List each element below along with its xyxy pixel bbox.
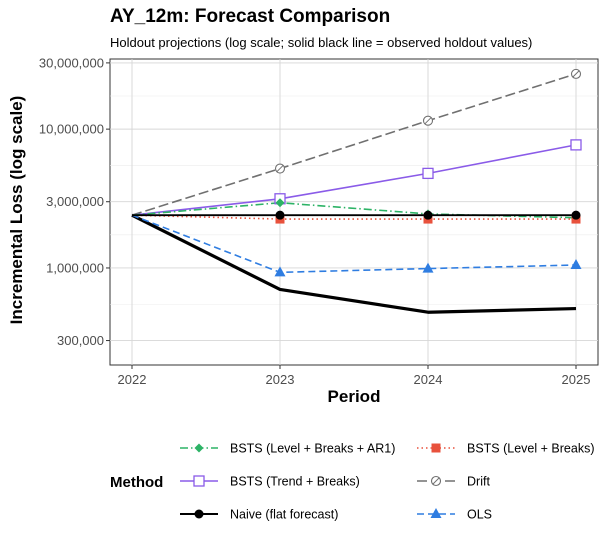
series-point-ols xyxy=(274,266,286,277)
series-point-ols xyxy=(422,262,434,273)
x-tick-label: 2022 xyxy=(118,372,147,387)
legend: BSTS (Level + Breaks + AR1) BSTS (Level +… xyxy=(180,442,594,522)
x-tick-label: 2025 xyxy=(562,372,591,387)
observed-holdout-line xyxy=(131,213,577,314)
legend-label: BSTS (Trend + Breaks) xyxy=(230,475,360,489)
legend-marker-key xyxy=(431,443,441,453)
series-point-bsts-level-breaks-ar1 xyxy=(275,198,285,208)
x-tick-label: 2024 xyxy=(414,372,443,387)
y-tick-label: 10,000,000 xyxy=(39,122,104,137)
series-line-drift xyxy=(131,73,577,216)
x-axis-ticks: 2022 2023 2024 2025 xyxy=(118,365,591,387)
legend-label: BSTS (Level + Breaks + AR1) xyxy=(230,442,395,456)
y-tick-label: 1,000,000 xyxy=(46,260,104,275)
legend-item-bsts-trend-breaks: BSTS (Trend + Breaks) xyxy=(180,475,360,489)
legend-label: OLS xyxy=(467,508,492,522)
legend-label: BSTS (Level + Breaks) xyxy=(467,442,594,456)
legend-marker-key xyxy=(194,509,204,519)
y-tick-label: 30,000,000 xyxy=(39,55,104,70)
legend-item-drift: Drift xyxy=(417,475,490,489)
legend-marker-key xyxy=(193,475,205,487)
series-point-naive-flat-forecast xyxy=(571,210,581,220)
y-axis-title: Incremental Loss (log scale) xyxy=(7,96,26,325)
series-point-drift xyxy=(570,68,582,79)
legend-marker-key xyxy=(430,475,442,487)
y-tick-label: 300,000 xyxy=(57,333,104,348)
series-point-naive-flat-forecast xyxy=(275,210,285,220)
series-point-naive-flat-forecast xyxy=(423,210,433,220)
series-line-bsts-level-breaks-ar1 xyxy=(131,201,577,219)
legend-marker-key xyxy=(430,508,442,518)
series-point-drift xyxy=(274,163,286,174)
chart-subtitle: Holdout projections (log scale; solid bl… xyxy=(110,35,532,50)
series-layer xyxy=(131,68,582,314)
series-point-ols xyxy=(570,259,582,270)
legend-label: Drift xyxy=(467,475,490,489)
series-line-bsts-trend-breaks xyxy=(131,144,577,216)
legend-item-bsts-level-breaks: BSTS (Level + Breaks) xyxy=(417,442,594,456)
legend-title: Method xyxy=(110,474,163,491)
plot-panel xyxy=(109,58,599,366)
x-tick-label: 2023 xyxy=(266,372,295,387)
series-line-bsts-level-breaks xyxy=(131,214,576,220)
series-point-drift xyxy=(422,115,434,126)
legend-item-bsts-level-breaks-ar1: BSTS (Level + Breaks + AR1) xyxy=(180,442,395,456)
x-axis-title: Period xyxy=(328,387,381,406)
legend-item-ols: OLS xyxy=(417,508,492,522)
series-line-ols xyxy=(131,214,577,274)
y-tick-label: 3,000,000 xyxy=(46,194,104,209)
chart-title: AY_12m: Forecast Comparison xyxy=(110,6,390,27)
series-point-bsts-trend-breaks xyxy=(570,139,582,151)
y-axis-ticks: 300,000 1,000,000 3,000,000 10,000,000 30,00… xyxy=(39,55,110,348)
legend-item-naive-flat-forecast: Naive (flat forecast) xyxy=(180,508,338,522)
legend-label: Naive (flat forecast) xyxy=(230,508,338,522)
legend-marker-key xyxy=(194,443,204,453)
series-point-bsts-trend-breaks xyxy=(422,167,434,180)
